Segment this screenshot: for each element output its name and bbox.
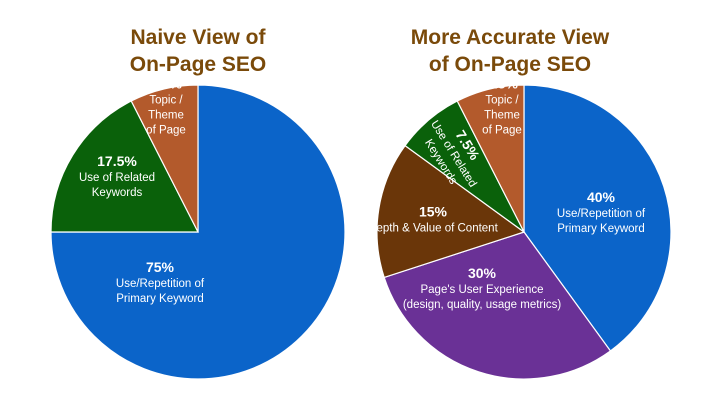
pie-slice: [456, 84, 525, 233]
slice-label: 15% Depth & Value of Content: [368, 204, 498, 235]
slice-label-line: Primary Keyword: [557, 223, 645, 235]
slice-label-line: Keywords: [92, 187, 143, 199]
slice-label-line: Use/Repetition of: [116, 278, 205, 290]
pie-slice: [376, 144, 526, 279]
slice-label-line: Primary Keyword: [116, 293, 204, 305]
pie-chart-1: Naive View of On-Page SEO 75% Use/Repetitio…: [50, 26, 346, 380]
slice-label-line: (design, quality, usage metrics): [403, 299, 561, 311]
slice-label: 30% Page's User Experience (design, qualit…: [403, 265, 561, 311]
slice-label-line: Topic /: [149, 95, 183, 107]
slice-label-line: Topic /: [485, 95, 519, 107]
pie-slice: [383, 231, 612, 380]
slice-label: 40% Use/Repetition of Primary Keyword: [557, 189, 646, 235]
chart-title-line: More Accurate View: [411, 26, 610, 49]
slice-percent: 30%: [468, 265, 497, 281]
slice-label: 17.5% Use of Related Keywords: [79, 153, 155, 199]
pie-slice: [130, 84, 199, 233]
slice-percent: 7.5%: [486, 76, 518, 92]
slice-label-line: of Page: [482, 125, 522, 137]
slice-label: 7.5% Topic / Theme of Page: [482, 76, 522, 137]
slice-label-line: of Page: [146, 125, 186, 137]
slice-label-line: Use/Repetition of: [557, 208, 646, 220]
slice-label-line: Theme: [484, 110, 520, 122]
slice-label-line: Page's User Experience: [420, 284, 543, 296]
slice-percent: 15%: [419, 204, 448, 220]
slice-label: 7.5% Topic / Theme of Page: [146, 76, 186, 137]
chart-title-line: On-Page SEO: [130, 53, 267, 76]
slice-percent: 40%: [587, 189, 616, 205]
slice-percent: 17.5%: [97, 153, 137, 169]
chart-title-line: of On-Page SEO: [429, 53, 591, 76]
slice-label-line: Theme: [148, 110, 184, 122]
slice-percent: 75%: [146, 259, 175, 275]
slice-label-line: Use of Related: [79, 172, 155, 184]
slice-percent: 7.5%: [150, 76, 182, 92]
slice-label: 75% Use/Repetition of Primary Keyword: [116, 259, 205, 305]
pie-slice: [50, 100, 199, 233]
slice-label-line: Depth & Value of Content: [368, 223, 498, 235]
pie-chart-2: More Accurate View of On-Page SEO 40% Use/R…: [368, 26, 672, 380]
pie-slice: [523, 84, 672, 352]
chart-title-line: Naive View of: [130, 26, 266, 49]
